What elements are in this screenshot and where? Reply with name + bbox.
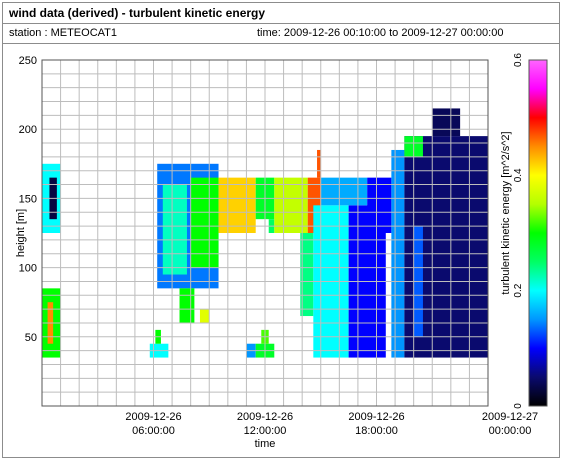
y-axis: 50 100 150 200 250 [19, 55, 37, 344]
heatmap-cell [367, 177, 392, 233]
colorbar-tick-label: 0.4 [513, 168, 524, 182]
y-tick-label: 250 [19, 55, 37, 67]
heatmap-cell [162, 184, 187, 275]
y-tick-label: 100 [19, 263, 37, 275]
heatmap-cell [274, 177, 308, 233]
colorbar-tick-label: 0.2 [513, 283, 524, 297]
x-axis: 2009-12-26 06:00:00 2009-12-26 12:00:00 2009… [125, 411, 538, 437]
heatmap-cell [432, 108, 461, 137]
station-label: station : METEOCAT1 [9, 27, 117, 39]
title-bar: wind data (derived) - turbulent kinetic … [3, 3, 559, 24]
info-bar: station : METEOCAT1 time: 2009-12-26 00:… [3, 24, 559, 44]
x-tick-label: 12:00:00 [244, 425, 287, 437]
x-axis-label: time [255, 438, 276, 450]
time-range-label: time: 2009-12-26 00:10:00 to 2009-12-27 … [257, 27, 504, 39]
grid-lines [42, 60, 488, 406]
heatmap-cell [218, 177, 256, 233]
x-tick-label: 2009-12-26 [125, 411, 181, 423]
y-axis-label: height [m] [15, 209, 27, 257]
x-tick-label: 18:00:00 [355, 425, 398, 437]
x-tick-label: 2009-12-26 [348, 411, 404, 423]
colorbar-tick-label: 0.6 [513, 53, 524, 67]
colorbar-label: turbulent kinetic energy [m^2/s^2] [500, 131, 512, 294]
x-tick-label: 2009-12-26 [237, 411, 293, 423]
colorbar-tick-label: 0 [513, 403, 524, 409]
x-tick-label: 2009-12-27 [482, 411, 538, 423]
y-tick-label: 50 [25, 332, 37, 344]
heatmap-cell [320, 177, 368, 206]
plot-border [41, 59, 489, 407]
x-tick-label: 00:00:00 [489, 425, 532, 437]
heatmap-cell [179, 288, 195, 323]
x-tick-label: 06:00:00 [132, 425, 175, 437]
heatmap-cell [190, 177, 219, 268]
heatmap-cell [199, 309, 210, 323]
heatmap-cell [317, 149, 321, 178]
colorbar-ticks: 0 0.2 0.4 0.6 [513, 53, 524, 409]
y-tick-label: 200 [19, 124, 37, 136]
y-tick-label: 150 [19, 193, 37, 205]
chart-title: wind data (derived) - turbulent kinetic … [9, 6, 266, 20]
colorbar [528, 59, 548, 407]
